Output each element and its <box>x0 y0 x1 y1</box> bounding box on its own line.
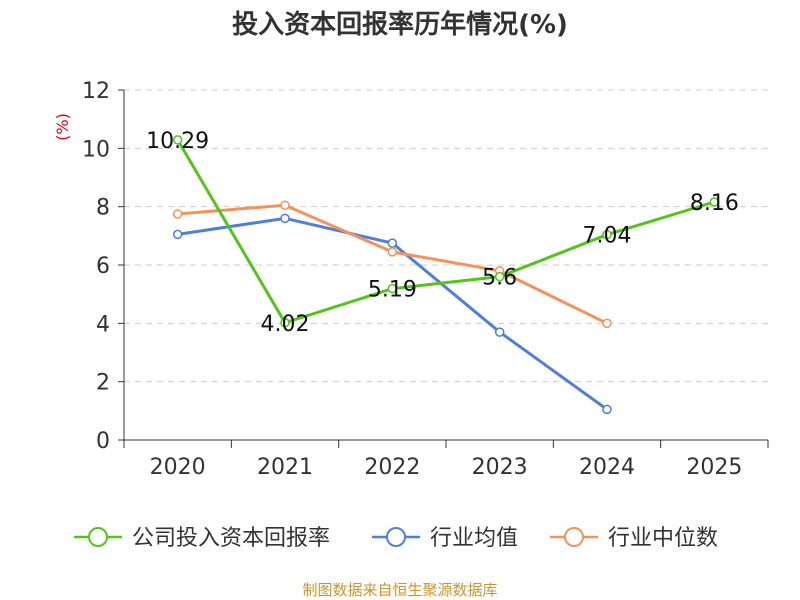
data-point <box>280 200 290 210</box>
y-tick-label: 6 <box>96 254 110 279</box>
y-tick-label: 10 <box>82 137 110 162</box>
series-line <box>176 139 715 325</box>
data-point <box>494 271 505 282</box>
legend[interactable]: 公司投入资本回报率 行业均值 行业中位数 <box>74 526 718 551</box>
chart-title: 投入资本回报率历年情况(%) <box>232 9 568 40</box>
x-tick-label: 2021 <box>257 455 313 480</box>
x-tick-label: 2023 <box>472 455 528 480</box>
series-line <box>177 203 608 325</box>
y-tick-label: 0 <box>96 429 110 454</box>
data-point <box>280 318 290 328</box>
x-tick-label: 2022 <box>364 455 420 480</box>
data-point <box>602 404 612 415</box>
series-2 <box>172 200 612 329</box>
data-point <box>494 327 505 337</box>
data-point <box>387 238 398 248</box>
data-point <box>602 229 612 240</box>
y-tick-label: 4 <box>96 312 110 337</box>
data-source-note: 制图数据来自恒生聚源数据库 <box>302 581 497 599</box>
data-point <box>709 197 720 207</box>
y-tick-label: 12 <box>82 79 110 104</box>
axes: 0 2 4 6 8 10 12 2020 2021 2022 2023 2024 2025 <box>82 79 769 480</box>
legend-label: 行业均值 <box>430 526 518 551</box>
legend-item-2[interactable]: 行业中位数 <box>550 526 718 551</box>
y-tick-label: 2 <box>96 371 110 396</box>
data-point <box>172 135 183 145</box>
x-tick-label: 2024 <box>579 455 635 480</box>
data-point <box>602 318 612 329</box>
data-point <box>387 283 398 294</box>
data-label: 5.6 <box>482 266 517 291</box>
data-label: 8.16 <box>690 191 739 216</box>
y-axis-unit-label: (%) <box>53 113 72 141</box>
series-0 <box>172 135 720 328</box>
data-label: 5.19 <box>368 278 417 303</box>
data-labels: 10.29 4.02 5.19 5.6 7.04 8.16 <box>146 129 739 337</box>
gridlines <box>124 89 768 383</box>
data-label: 7.04 <box>583 224 632 249</box>
legend-marker <box>386 527 406 547</box>
x-tick-label: 2025 <box>686 455 742 480</box>
legend-label: 公司投入资本回报率 <box>132 526 330 551</box>
data-point <box>280 213 290 224</box>
legend-marker <box>564 527 584 547</box>
series-layer <box>172 135 720 415</box>
legend-item-1[interactable]: 行业均值 <box>372 526 518 551</box>
data-label: 10.29 <box>146 129 209 154</box>
data-point <box>172 209 183 219</box>
data-label: 4.02 <box>261 312 310 337</box>
y-tick-label: 8 <box>96 196 110 221</box>
legend-label: 行业中位数 <box>608 526 718 551</box>
x-tick-label: 2020 <box>150 455 206 480</box>
data-point <box>387 247 398 257</box>
legend-item-0[interactable]: 公司投入资本回报率 <box>74 526 330 551</box>
data-point <box>172 229 183 240</box>
legend-marker <box>88 527 108 547</box>
